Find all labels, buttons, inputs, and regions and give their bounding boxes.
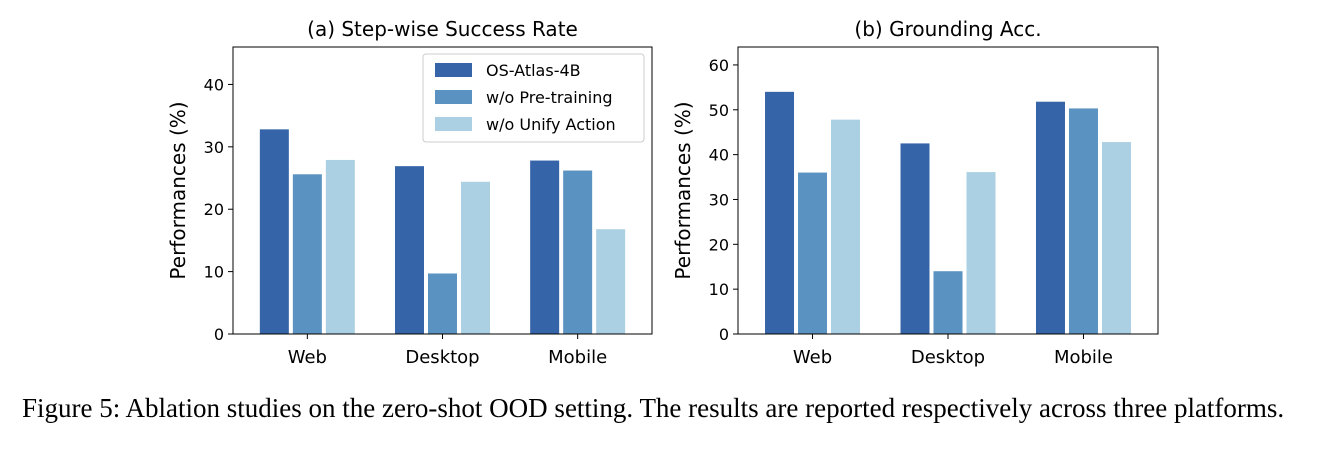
legend-label: OS-Atlas-4B xyxy=(486,61,581,80)
y-tick-label: 20 xyxy=(204,200,224,219)
legend-box xyxy=(422,53,645,143)
bar-w-o-unify-action-mobile xyxy=(596,229,626,334)
y-tick-label: 30 xyxy=(709,190,729,209)
bar-os-atlas-4b-mobile xyxy=(530,160,560,334)
legend-label: w/o Unify Action xyxy=(486,115,616,134)
y-tick-label: 0 xyxy=(214,325,224,344)
y-axis-label: Performances (%) xyxy=(671,101,695,279)
bar-os-atlas-4b-mobile xyxy=(1035,101,1065,334)
bar-w-o-pre-training-web xyxy=(798,172,828,334)
y-axis-label: Performances (%) xyxy=(166,101,190,279)
bar-w-o-unify-action-desktop xyxy=(461,181,490,334)
bar-w-o-unify-action-web xyxy=(831,119,861,334)
bar-os-atlas-4b-web xyxy=(259,129,289,334)
figure-caption: Figure 5: Ablation studies on the zero-s… xyxy=(22,393,1285,423)
x-tick-label: Mobile xyxy=(548,347,607,368)
bar-w-o-pre-training-mobile xyxy=(1068,108,1098,334)
y-tick-label: 40 xyxy=(709,146,729,165)
bar-w-o-unify-action-mobile xyxy=(1101,142,1131,334)
x-tick-label: Mobile xyxy=(1054,347,1113,368)
x-tick-label: Web xyxy=(288,347,327,368)
legend-swatch xyxy=(435,117,472,131)
figure-canvas: (a) Step-wise Success Rate 0 10 20 30 40 Web De… xyxy=(166,17,1159,368)
y-tick-label: 40 xyxy=(204,75,224,94)
y-tick-label: 50 xyxy=(709,101,729,120)
legend-swatch xyxy=(435,63,472,77)
bar-os-atlas-4b-desktop xyxy=(900,143,930,334)
x-tick-label: Desktop xyxy=(405,347,479,368)
y-tick-label: 60 xyxy=(709,56,729,75)
legend-swatch xyxy=(435,90,472,104)
y-tick-label: 0 xyxy=(719,325,729,344)
x-tick-label: Web xyxy=(793,347,832,368)
bar-w-o-pre-training-desktop xyxy=(428,273,457,334)
bar-os-atlas-4b-web xyxy=(765,91,795,334)
bar-os-atlas-4b-desktop xyxy=(395,166,424,334)
bar-w-o-pre-training-desktop xyxy=(933,271,963,334)
y-tick-label: 20 xyxy=(709,235,729,254)
y-tick-label: 30 xyxy=(204,138,224,157)
x-tick-label: Desktop xyxy=(911,347,985,368)
chart-title: (a) Step-wise Success Rate xyxy=(307,17,578,41)
bar-w-o-pre-training-web xyxy=(292,174,322,334)
y-tick-label: 10 xyxy=(204,263,224,282)
bar-w-o-pre-training-mobile xyxy=(563,170,593,334)
chart-title: (b) Grounding Acc. xyxy=(854,17,1041,41)
bar-w-o-unify-action-desktop xyxy=(966,172,996,334)
y-tick-label: 10 xyxy=(709,280,729,299)
bar-w-o-unify-action-web xyxy=(325,159,355,334)
legend-label: w/o Pre-training xyxy=(486,88,613,107)
